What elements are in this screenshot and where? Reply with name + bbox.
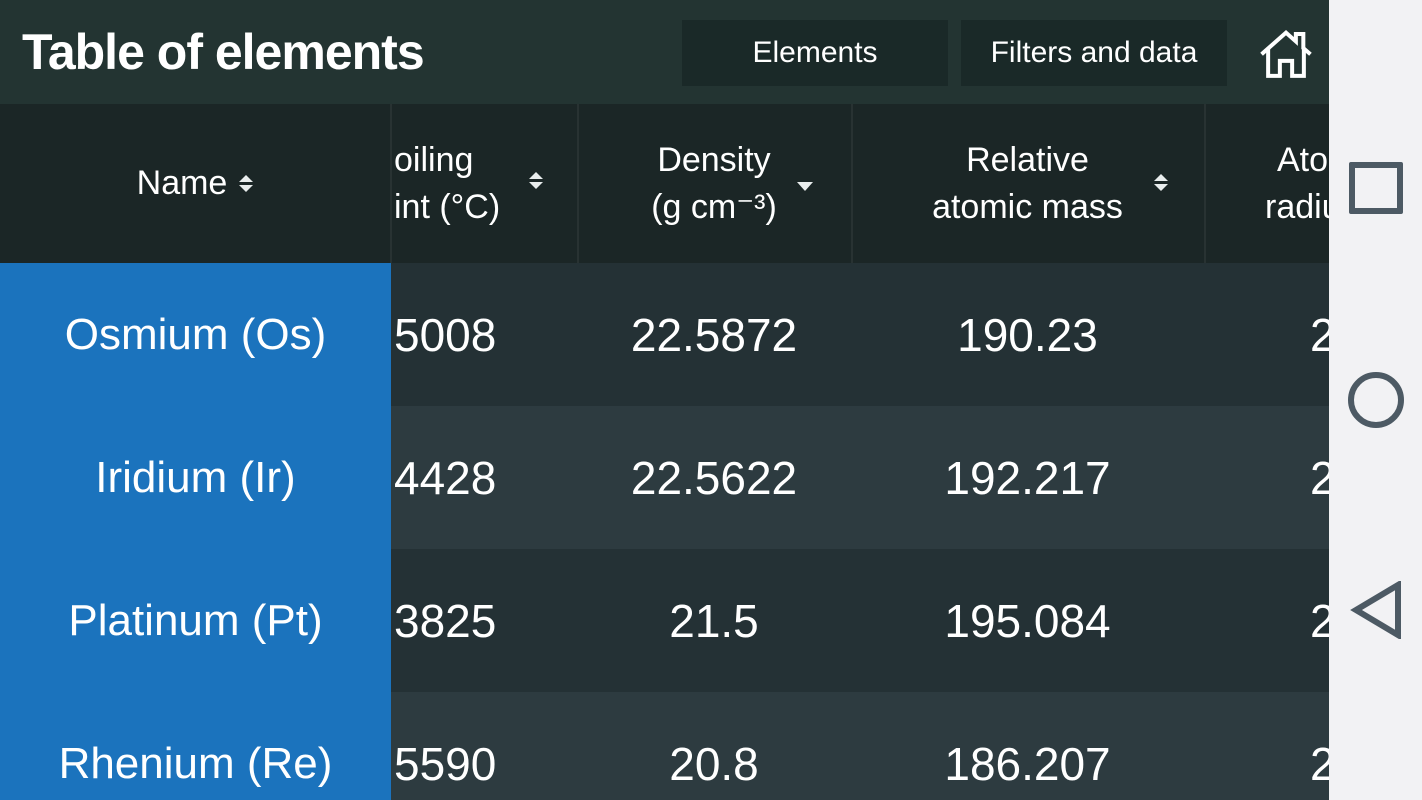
cell-atomic-radius: 2 — [1310, 594, 1329, 647]
cell-boiling-point: 3825 — [394, 594, 497, 647]
cell-relative-atomic-mass: 190.23 — [957, 308, 1098, 361]
home-icon — [1260, 29, 1312, 78]
column-header-boiling-point[interactable]: oiling int (°C) — [392, 104, 577, 263]
sort-icon — [239, 175, 254, 192]
android-navigation-bar — [1329, 0, 1422, 800]
back-triangle-icon — [1349, 581, 1401, 639]
cell-relative-atomic-mass: 192.217 — [944, 451, 1111, 504]
cell-atomic-radius: 2 — [1310, 308, 1329, 361]
elements-button[interactable]: Elements — [682, 20, 948, 86]
app-window: Table of elements Elements Filters and d… — [0, 0, 1329, 800]
cell-boiling-point: 4428 — [394, 451, 497, 504]
element-name-cell[interactable]: Osmium (Os) — [64, 309, 327, 359]
sort-descending-icon — [797, 182, 813, 191]
element-name-cell[interactable]: Rhenium (Re) — [58, 738, 333, 788]
column-header-relative-atomic-mass[interactable]: Relative atomic mass — [851, 104, 1204, 263]
cell-density: 22.5622 — [630, 451, 798, 504]
column-divider — [390, 104, 392, 263]
frozen-name-column: Osmium (Os) Iridium (Ir) Platinum (Pt) R… — [0, 263, 391, 800]
cell-relative-atomic-mass: 195.084 — [944, 594, 1111, 647]
home-button[interactable] — [1254, 22, 1318, 86]
sort-icon — [1154, 174, 1168, 191]
page-title: Table of elements — [22, 24, 425, 80]
element-name-cell[interactable]: Platinum (Pt) — [68, 595, 323, 645]
top-app-bar: Table of elements Elements Filters and d… — [0, 0, 1329, 104]
cell-boiling-point: 5008 — [394, 308, 497, 361]
table-header-row: Name oiling int (°C) Density (g cm⁻³) Re… — [0, 104, 1329, 263]
filters-and-data-button[interactable]: Filters and data — [961, 20, 1227, 86]
cell-relative-atomic-mass: 186.207 — [944, 737, 1111, 790]
cell-atomic-radius: 2 — [1310, 451, 1329, 504]
column-header-name[interactable]: Name — [0, 104, 390, 263]
column-header-atomic-radius[interactable]: Atomic radius — [1265, 140, 1329, 226]
home-circle-icon — [1347, 372, 1404, 428]
back-button[interactable] — [1329, 555, 1422, 665]
android-home-button[interactable] — [1329, 345, 1422, 455]
sort-icon — [529, 172, 543, 189]
cell-boiling-point: 5590 — [394, 737, 497, 790]
recents-square-icon — [1348, 162, 1403, 214]
cell-density: 22.5872 — [630, 308, 798, 361]
cell-atomic-radius: 2 — [1310, 737, 1329, 790]
column-header-density[interactable]: Density (g cm⁻³) — [577, 104, 851, 263]
recents-button[interactable] — [1329, 133, 1422, 243]
cell-density: 21.5 — [669, 594, 759, 647]
element-name-cell[interactable]: Iridium (Ir) — [95, 452, 296, 502]
cell-density: 20.8 — [669, 737, 759, 790]
